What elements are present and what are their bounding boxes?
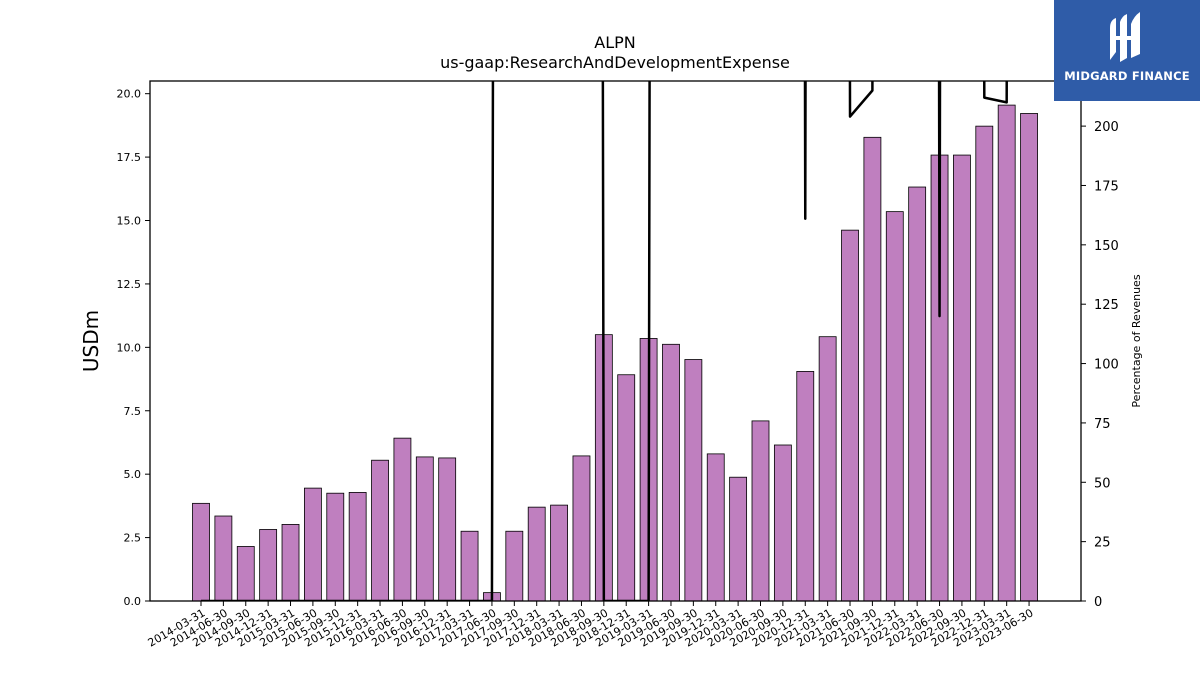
y-tick-label: 15.0 [117, 215, 142, 228]
y2-tick-label: 150 [1094, 239, 1119, 254]
midgard-logo-icon [1110, 12, 1140, 62]
percentage-of-revenues-line [201, 81, 1008, 601]
bar-2023-03-31 [997, 104, 1016, 602]
y-axis-label: USDm [79, 310, 103, 372]
bar-2022-12-31 [975, 125, 994, 602]
bar-2016-03-31 [371, 459, 389, 602]
y-tick-label: 2.5 [124, 532, 142, 545]
bar-2016-09-30 [415, 456, 434, 602]
bar-2018-03-31 [550, 504, 568, 602]
bar-2017-03-31 [460, 530, 479, 602]
bar-2014-12-31 [259, 529, 278, 602]
bar-2019-06-30 [662, 343, 680, 602]
y2-tick-label: 50 [1094, 476, 1111, 491]
y-tick-label: 0.0 [124, 595, 142, 608]
bar-2014-06-30 [214, 515, 233, 602]
y-tick-label: 5.0 [124, 468, 142, 481]
bar-2020-06-30 [751, 420, 770, 602]
x-axis: 2014-03-312014-06-302014-09-302014-12-31… [146, 601, 1036, 650]
bar-2020-09-30 [773, 444, 792, 602]
bar-2022-03-31 [908, 186, 927, 602]
bar-2014-09-30 [236, 546, 255, 602]
y-tick-label: 7.5 [124, 405, 142, 418]
bar-2016-12-31 [438, 457, 457, 602]
bar-2020-03-31 [729, 476, 748, 602]
bar-2017-12-31 [527, 506, 546, 602]
y2-tick-label: 75 [1094, 417, 1111, 432]
bar-2020-12-31 [796, 371, 815, 602]
y2-tick-label: 200 [1094, 120, 1119, 135]
brand-logo: MIDGARD FINANCE [1054, 0, 1200, 101]
y-tick-label: 20.0 [117, 88, 142, 101]
chart-subtitle: us-gaap:ResearchAndDevelopmentExpense [440, 53, 790, 72]
bar-2015-12-31 [348, 492, 367, 602]
y-tick-label: 10.0 [117, 341, 142, 354]
y-tick-label: 17.5 [117, 151, 142, 164]
bar-2016-06-30 [393, 437, 412, 602]
y2-axis-label: Percentage of Revenues [1130, 274, 1143, 407]
bar-2015-06-30 [303, 487, 322, 602]
y-axis-left: 0.0 2.5 5.0 7.5 10.0 12.5 15.0 17.5 20.0 [117, 88, 150, 608]
y2-tick-label: 100 [1094, 358, 1119, 373]
bar-2019-12-31 [706, 453, 725, 602]
bar-2018-12-31 [617, 374, 636, 602]
bar-2023-06-30 [1020, 113, 1038, 602]
y2-tick-label: 25 [1094, 536, 1111, 551]
bar-2014-03-31 [192, 502, 210, 602]
bar-2021-03-31 [818, 336, 837, 602]
bar-series [192, 104, 1038, 602]
bar-2017-09-30 [505, 530, 524, 602]
bar-2015-03-31 [281, 524, 300, 602]
bar-2019-09-30 [684, 359, 703, 602]
plot-frame [149, 80, 1082, 602]
y-tick-label: 12.5 [117, 278, 142, 291]
brand-name: MIDGARD FINANCE [1064, 69, 1190, 83]
y-axis-right: 0 25 50 75 100 125 150 175 200 [1081, 120, 1119, 610]
y2-tick-label: 0 [1094, 595, 1102, 610]
line-series [201, 81, 1008, 601]
bar-2021-09-30 [863, 136, 882, 602]
y2-tick-label: 125 [1094, 298, 1119, 313]
bar-2021-12-31 [885, 211, 904, 602]
bar-2022-09-30 [953, 154, 971, 602]
bar-2018-06-30 [572, 455, 591, 602]
y2-tick-label: 175 [1094, 179, 1119, 194]
chart-title: ALPN [594, 33, 635, 52]
bar-2021-06-30 [841, 229, 859, 602]
bar-2015-09-30 [326, 492, 345, 602]
